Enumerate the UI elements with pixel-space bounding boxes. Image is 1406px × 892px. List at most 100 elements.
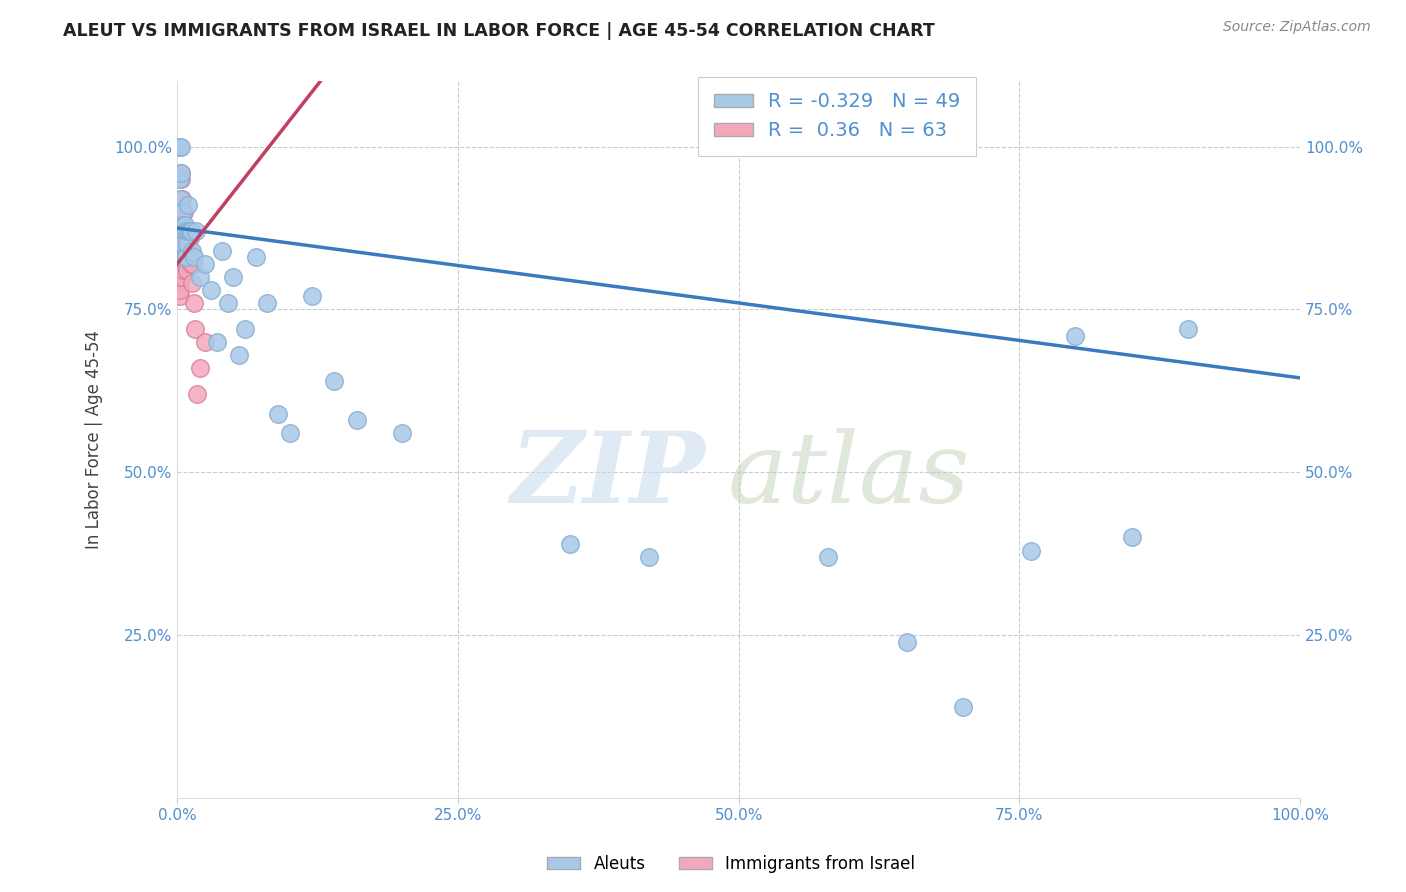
Point [233,322,256,336]
Point [169,218,191,232]
Point [169,166,191,180]
Point [169,204,191,219]
Point [173,204,195,219]
Point [174,244,197,258]
Point [174,257,197,271]
Y-axis label: In Labor Force | Age 45-54: In Labor Force | Age 45-54 [86,330,103,549]
Point [169,251,191,265]
Point [817,549,839,564]
Point [172,237,194,252]
Point [1177,322,1199,336]
Point [896,634,918,648]
Point [176,263,198,277]
Point [167,257,190,271]
Point [186,224,208,238]
Point [184,322,207,336]
Point [256,296,278,310]
Point [170,224,193,238]
Point [172,218,194,232]
Point [167,231,190,245]
Point [180,257,202,271]
Point [952,699,974,714]
Point [169,269,191,284]
Point [167,244,190,258]
Point [183,296,205,310]
Point [194,334,217,349]
Point [174,224,197,238]
Point [170,204,193,219]
Point [205,334,228,349]
Point [346,413,368,427]
Point [169,244,191,258]
Point [186,387,208,401]
Point [169,283,191,297]
Point [169,257,191,271]
Point [267,407,290,421]
Point [176,237,198,252]
Point [217,296,239,310]
Point [173,224,195,238]
Point [169,166,191,180]
Point [179,224,201,238]
Point [170,269,193,284]
Point [172,224,194,238]
Point [194,257,217,271]
Point [167,231,190,245]
Point [391,426,413,441]
Point [167,257,190,271]
Point [560,537,582,551]
Point [181,257,204,271]
Point [170,224,193,238]
Point [177,244,200,258]
Point [174,218,197,232]
Point [174,251,197,265]
Point [174,224,197,238]
Point [172,244,194,258]
Point [167,224,190,238]
Point [173,251,195,265]
Point [169,257,191,271]
Point [170,204,193,219]
Point [169,224,191,238]
Point [188,269,211,284]
Point [167,224,190,238]
Point [211,244,233,258]
Point [222,269,245,284]
Point [1019,543,1042,558]
Point [323,374,346,388]
Point [167,218,190,232]
Text: Source: ZipAtlas.com: Source: ZipAtlas.com [1223,20,1371,34]
Point [167,269,190,284]
Point [200,283,222,297]
Point [167,244,190,258]
Point [180,224,202,238]
Legend: Aleuts, Immigrants from Israel: Aleuts, Immigrants from Israel [540,848,922,880]
Point [169,224,191,238]
Point [167,269,190,284]
Point [177,198,200,212]
Point [179,231,201,245]
Text: atlas: atlas [727,428,970,524]
Point [170,237,193,252]
Point [167,263,190,277]
Point [170,192,193,206]
Point [169,172,191,186]
Point [637,549,659,564]
Point [169,251,191,265]
Point [169,237,191,252]
Point [167,277,190,291]
Point [169,172,191,186]
Text: ALEUT VS IMMIGRANTS FROM ISRAEL IN LABOR FORCE | AGE 45-54 CORRELATION CHART: ALEUT VS IMMIGRANTS FROM ISRAEL IN LABOR… [63,22,935,40]
Point [1064,328,1087,343]
Point [169,269,191,284]
Point [180,244,202,258]
Point [1121,531,1143,545]
Point [183,251,205,265]
Point [169,289,191,303]
Point [177,224,200,238]
Point [173,244,195,258]
Point [167,224,190,238]
Point [301,289,323,303]
Point [245,251,267,265]
Point [169,192,191,206]
